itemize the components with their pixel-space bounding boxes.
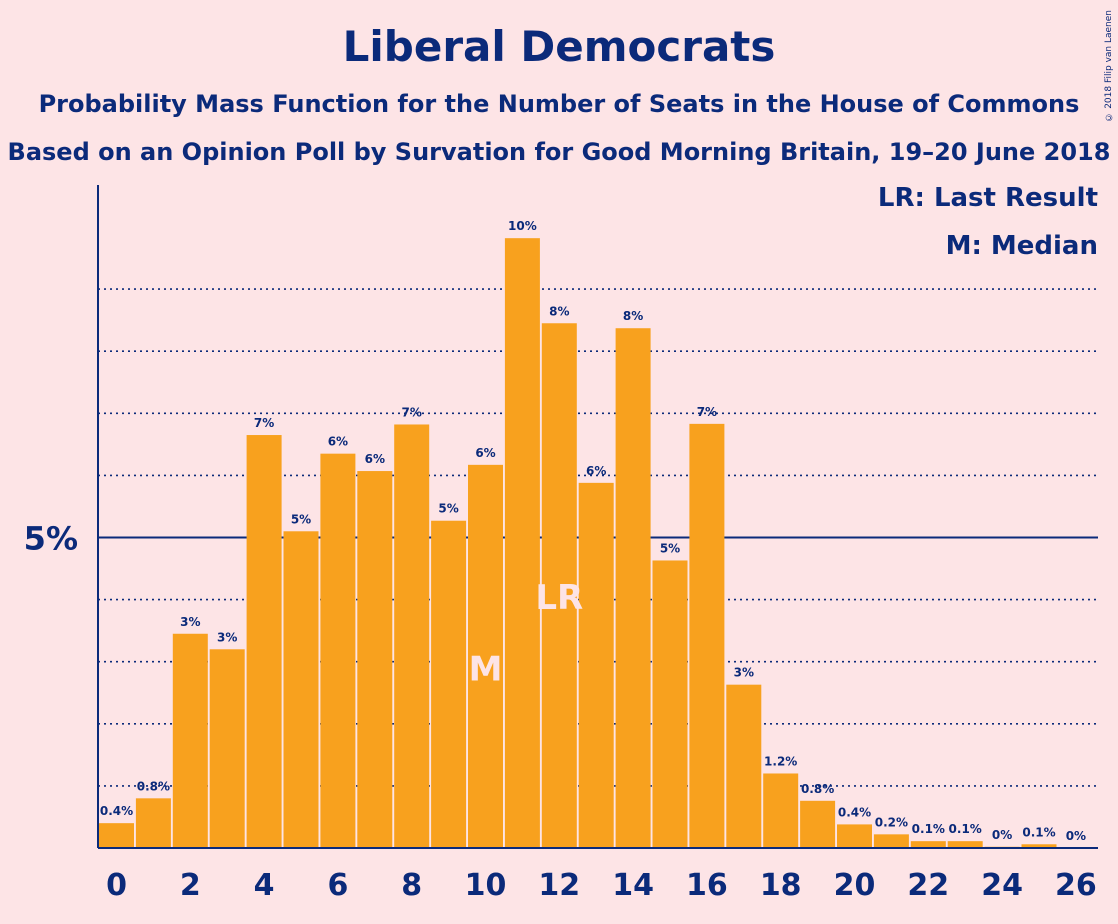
x-tick-label: 4 (254, 868, 275, 903)
bar-seat-25 (1021, 844, 1057, 848)
data-label: 6% (365, 452, 385, 466)
bar-seat-18 (763, 773, 799, 848)
median-marker: M (469, 649, 503, 689)
data-label: 5% (291, 512, 311, 526)
x-tick-label: 24 (981, 868, 1023, 903)
data-label: 3% (180, 615, 200, 629)
bar-seat-7 (357, 471, 393, 848)
bar-seat-6 (320, 453, 356, 848)
bar-seat-14 (615, 328, 651, 848)
data-label: 0% (992, 828, 1012, 842)
bar-seat-16 (689, 423, 725, 848)
data-label: 5% (660, 541, 680, 555)
y-tick-label: 5% (24, 520, 78, 558)
x-tick-label: 14 (612, 868, 654, 903)
data-label: 3% (217, 630, 237, 644)
bar-seat-23 (947, 841, 983, 848)
data-label: 0.1% (949, 822, 982, 836)
data-label: 6% (586, 464, 606, 478)
data-label: 3% (734, 666, 754, 680)
x-tick-label: 16 (686, 868, 728, 903)
chart-subtitle-1: Probability Mass Function for the Number… (38, 90, 1080, 118)
chart-subtitle-2: Based on an Opinion Poll by Survation fo… (7, 138, 1111, 166)
bar-seat-21 (873, 834, 909, 848)
legend-median: M: Median (945, 231, 1098, 261)
bar-seat-10 (468, 464, 503, 848)
bar-seat-0 (99, 823, 134, 848)
data-label: 8% (549, 304, 569, 318)
data-label: 5% (438, 502, 458, 516)
data-label: 0.2% (875, 815, 908, 829)
data-label: 0.4% (838, 805, 871, 819)
data-label: 0.4% (100, 804, 133, 818)
bar-seat-5 (283, 531, 319, 848)
bar-seat-11 (504, 238, 540, 849)
x-tick-label: 18 (760, 868, 802, 903)
last-result-marker: LR (535, 578, 583, 618)
data-label: 10% (508, 219, 537, 233)
x-tick-label: 2 (180, 868, 201, 903)
bar-seat-12 (541, 323, 577, 848)
data-label: 7% (697, 405, 717, 419)
x-tick-label: 0 (106, 868, 127, 903)
data-label: 7% (254, 416, 274, 430)
x-tick-label: 26 (1055, 868, 1097, 903)
x-tick-label: 8 (401, 868, 422, 903)
bar-seat-9 (431, 520, 467, 848)
x-tick-label: 20 (834, 868, 876, 903)
x-tick-label: 22 (907, 868, 949, 903)
bar-seat-1 (135, 798, 171, 848)
bar-seat-15 (652, 560, 688, 848)
bar-seat-22 (910, 841, 946, 848)
legend-last-result: LR: Last Result (877, 183, 1098, 213)
bar-seat-20 (837, 824, 872, 848)
bar-seat-13 (578, 482, 614, 848)
x-tick-label: 6 (327, 868, 348, 903)
bar-seat-4 (246, 435, 282, 848)
data-label: 7% (402, 405, 422, 419)
bar-seat-3 (209, 649, 245, 848)
data-label: 6% (328, 435, 348, 449)
data-label: 6% (475, 446, 495, 460)
bar-seat-2 (172, 633, 208, 848)
data-label: 1.2% (764, 754, 797, 768)
data-label: 0.1% (912, 822, 945, 836)
chart-title: Liberal Democrats (342, 22, 776, 71)
data-label: 8% (623, 309, 643, 323)
data-label: 0.8% (137, 779, 170, 793)
bar-seat-8 (394, 424, 430, 848)
bar-seat-17 (726, 684, 762, 848)
data-label: 0% (1066, 829, 1086, 843)
x-tick-label: 12 (538, 868, 580, 903)
data-label: 0.8% (801, 782, 834, 796)
data-label: 0.1% (1022, 825, 1055, 839)
bar-seat-19 (800, 800, 836, 848)
x-tick-label: 10 (465, 868, 507, 903)
